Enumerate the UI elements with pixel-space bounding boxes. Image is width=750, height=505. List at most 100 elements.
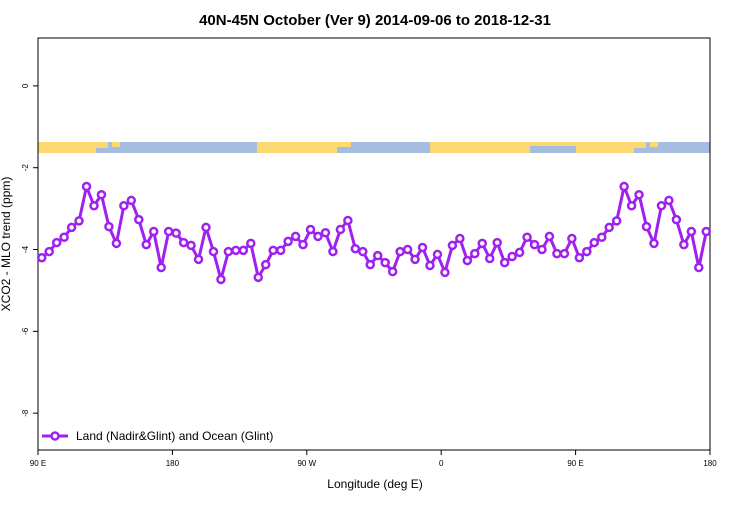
point (380, 257, 390, 268)
point (447, 240, 458, 251)
land-ocean-strip (38, 142, 710, 153)
point (499, 257, 510, 268)
point (298, 239, 308, 250)
point (544, 231, 555, 242)
y-tick-label: -6 (21, 327, 30, 335)
point (626, 200, 637, 211)
legend: Land (Nadir&Glint) and Ocean (Glint) (42, 429, 273, 443)
point (664, 195, 674, 206)
point (656, 200, 667, 211)
point (163, 226, 174, 237)
point (529, 239, 540, 250)
plot-frame (37, 37, 711, 451)
point (44, 246, 54, 257)
point (440, 267, 450, 278)
point (343, 215, 353, 226)
point (178, 237, 189, 248)
point (574, 252, 585, 263)
point (402, 244, 413, 255)
point (410, 254, 420, 265)
point (694, 262, 704, 273)
point (634, 189, 644, 200)
point (372, 250, 383, 261)
point (201, 222, 211, 233)
point (59, 232, 69, 242)
point (335, 224, 346, 235)
point (134, 214, 144, 225)
point (671, 214, 682, 225)
point (611, 216, 622, 226)
y-axis-label: XCO2 - MLO trend (ppm) (0, 177, 13, 312)
point (36, 252, 47, 263)
point (679, 239, 689, 250)
point (148, 226, 159, 237)
x-tick-label: 90 E (567, 459, 583, 468)
point (462, 255, 473, 266)
x-tick-label: 90 W (297, 459, 316, 468)
point (365, 259, 376, 270)
point (559, 248, 570, 259)
point (492, 237, 502, 248)
x-tick-label: 0 (439, 459, 444, 468)
point (522, 232, 532, 242)
point (582, 246, 592, 257)
x-tick-label: 180 (166, 459, 180, 468)
point (96, 189, 107, 200)
point (253, 272, 264, 283)
point (484, 253, 495, 264)
y-tick-label: -8 (21, 409, 30, 417)
point (596, 232, 607, 242)
point (455, 233, 465, 244)
point (223, 246, 234, 257)
point (604, 222, 614, 233)
point (417, 242, 428, 253)
point (74, 216, 84, 226)
point (193, 254, 204, 265)
point (305, 224, 316, 235)
y-tick-label: -2 (21, 164, 30, 172)
point (290, 231, 301, 242)
point (567, 233, 577, 244)
point (358, 246, 368, 257)
point (619, 181, 629, 192)
point (641, 221, 652, 232)
point (156, 262, 166, 273)
point (246, 238, 256, 249)
point (395, 246, 405, 257)
x-axis-label: Longitude (deg E) (327, 477, 422, 491)
point (89, 200, 99, 211)
point (686, 226, 697, 237)
point (141, 239, 152, 250)
point (701, 226, 712, 237)
point (275, 245, 286, 256)
point (320, 227, 331, 238)
point (104, 221, 114, 232)
point (470, 248, 480, 259)
point (283, 236, 293, 247)
point (216, 274, 226, 285)
point (268, 245, 278, 256)
point (119, 200, 129, 211)
point (537, 244, 547, 255)
point (649, 238, 659, 249)
point (387, 266, 398, 277)
point (81, 181, 92, 192)
point (51, 237, 62, 248)
point (126, 195, 137, 206)
point (208, 246, 219, 257)
x-tick-label: 90 E (30, 459, 46, 468)
point (111, 238, 122, 249)
y-tick-label: -4 (21, 245, 30, 253)
point (514, 247, 525, 258)
legend-label: Land (Nadir&Glint) and Ocean (Glint) (76, 429, 273, 443)
point (507, 251, 517, 262)
point (350, 243, 361, 254)
point (425, 260, 435, 271)
point (260, 259, 271, 270)
point (589, 237, 600, 248)
point (238, 245, 249, 256)
legend-marker (50, 431, 60, 441)
y-tick-label: 0 (21, 83, 30, 88)
point (552, 248, 562, 259)
